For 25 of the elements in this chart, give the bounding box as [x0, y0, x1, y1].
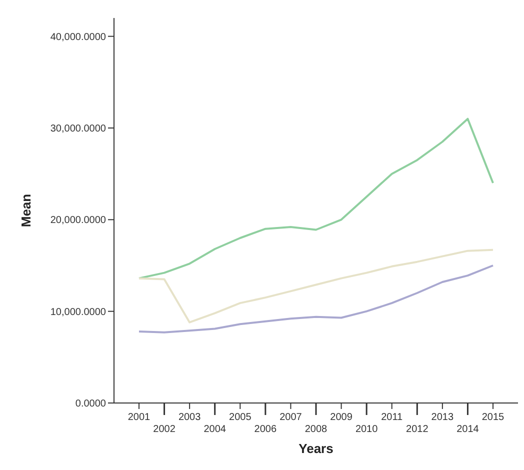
- x-tick-label: 2008: [304, 424, 328, 435]
- x-tick-label: 2006: [254, 424, 277, 435]
- y-tick-label: 10,000.0000: [50, 306, 106, 318]
- x-tick-label: 2003: [178, 412, 202, 423]
- x-tick-label: 2015: [482, 412, 505, 423]
- x-tick-label: 2010: [355, 424, 378, 435]
- x-tick-label: 2004: [204, 424, 226, 435]
- y-tick-label: 40,000.0000: [50, 32, 106, 43]
- y-tick-label: 30,000.0000: [50, 124, 106, 135]
- y-tick-label: 0.0000: [75, 398, 106, 410]
- x-axis-title: Years: [298, 441, 334, 456]
- line-series: [138, 264, 494, 334]
- x-tick-label: 2014: [456, 424, 480, 435]
- x-tick-label: 2007: [280, 412, 302, 423]
- x-tick-label: 2002: [153, 424, 176, 435]
- x-tick-label: 2005: [229, 412, 252, 423]
- x-tick-label: 2013: [431, 412, 454, 423]
- x-tick-label: 2012: [406, 424, 429, 435]
- x-tick-label: 2011: [381, 412, 404, 423]
- line-series: [138, 248, 494, 324]
- x-tick-label: 2009: [330, 412, 353, 423]
- y-tick-label: 20,000.0000: [50, 215, 106, 226]
- line-series: [138, 118, 494, 280]
- x-tick-label: 2001: [128, 412, 151, 423]
- y-axis-title: Mean: [18, 194, 34, 228]
